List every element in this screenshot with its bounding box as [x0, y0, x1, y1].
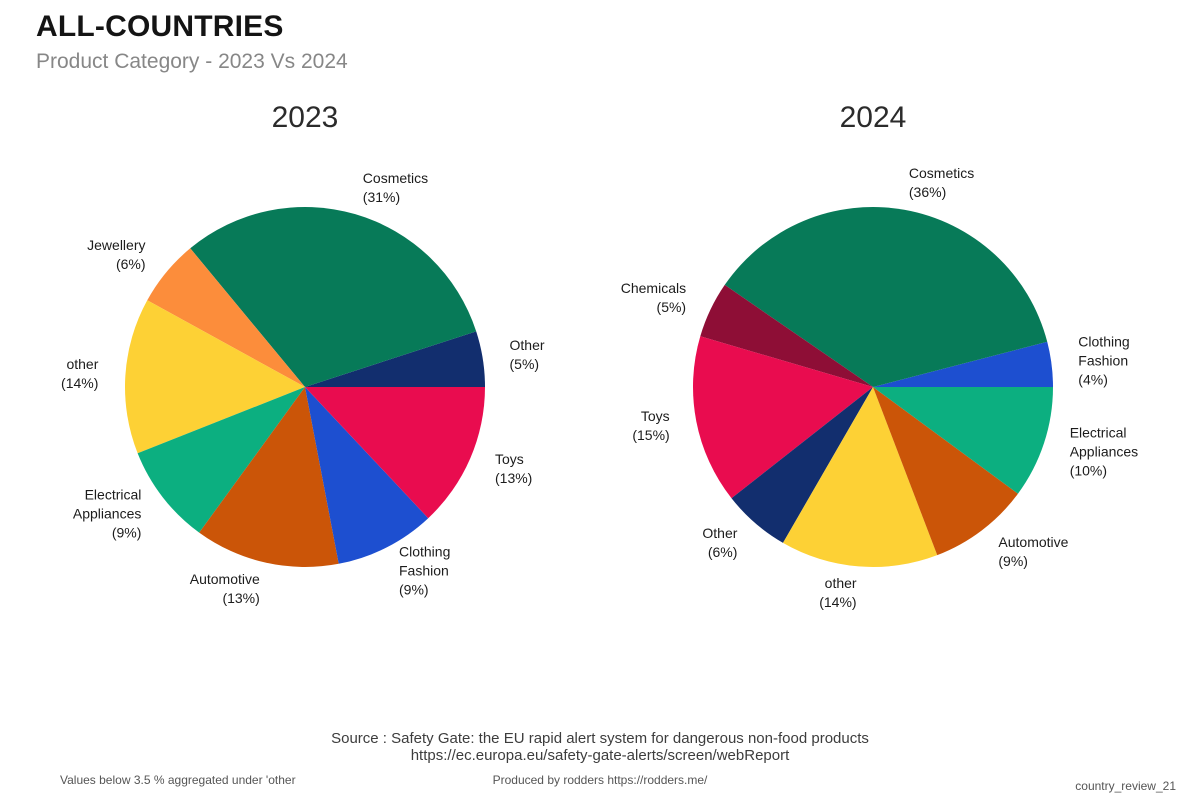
pie-slice-2023-other	[305, 331, 485, 387]
pie-slice-2023-automotive	[199, 387, 339, 567]
pie-slice-2024-cosmetics	[724, 207, 1048, 387]
pie-slice-2023-jewellery	[147, 248, 305, 387]
pie-slice-2024-automotive	[873, 387, 1018, 556]
pie-slice-2023-other	[124, 300, 305, 454]
pie-slice-2024-clothing-fashion	[873, 341, 1053, 387]
slice-label-2023-other: other (14%)	[61, 356, 99, 391]
pie-slice-2023-toys	[305, 387, 485, 519]
source-note-line1: Source : Safety Gate: the EU rapid alert…	[331, 730, 869, 747]
slice-label-2024-other: other (14%)	[819, 575, 857, 611]
slice-label-2024-electrical-appliances: Electrical Appliances (10%)	[1069, 424, 1139, 479]
slice-label-2023-other: Other (5%)	[509, 336, 545, 372]
slice-label-2023-toys: Toys (13%)	[495, 451, 533, 487]
source-note-line2: https://ec.europa.eu/safety-gate-alerts/…	[410, 747, 790, 764]
chart-title-2023: 2023	[271, 101, 339, 134]
slice-label-2024-cosmetics: Cosmetics (36%)	[908, 165, 975, 201]
slice-label-2024-automotive: Automotive (9%)	[998, 533, 1069, 569]
slice-label-2023-automotive: Automotive (13%)	[189, 571, 260, 606]
slice-label-2024-chemicals: Chemicals (5%)	[620, 280, 687, 315]
slice-label-2024-toys: Toys (15%)	[632, 408, 670, 444]
pie-slice-2024-chemicals	[700, 284, 873, 387]
pie-slice-2024-electrical-appliances	[873, 387, 1053, 494]
slice-label-2023-electrical-appliances: Electrical Appliances (9%)	[72, 486, 142, 541]
pie-slice-2023-electrical-appliances	[137, 387, 305, 533]
slice-label-2023-jewellery: Jewellery (6%)	[87, 237, 146, 273]
pie-slice-2023-cosmetics	[190, 207, 477, 387]
pie-slice-2023-clothing-fashion	[305, 387, 429, 564]
slice-label-2024-other: Other (6%)	[702, 525, 738, 561]
slice-label-2024-clothing-fashion: Clothing Fashion (4%)	[1078, 333, 1130, 388]
page-subtitle: Product Category - 2023 Vs 2024	[36, 50, 348, 73]
pie-slice-2024-toys	[692, 336, 873, 499]
chart-title-2024: 2024	[839, 101, 907, 134]
footnote-producer: Produced by rodders https://rodders.me/	[492, 773, 708, 787]
slice-label-2023-clothing-fashion: Clothing Fashion (9%)	[399, 543, 451, 598]
pie-slice-2024-other	[731, 387, 873, 543]
page-title: ALL-COUNTRIES	[36, 10, 284, 43]
footnote-aggregation: Values below 3.5 % aggregated under 'oth…	[60, 773, 296, 787]
slice-label-2023-cosmetics: Cosmetics (31%)	[362, 170, 429, 206]
pie-slice-2024-other	[783, 387, 938, 568]
footnote-report-id: country_review_21	[1075, 779, 1176, 793]
